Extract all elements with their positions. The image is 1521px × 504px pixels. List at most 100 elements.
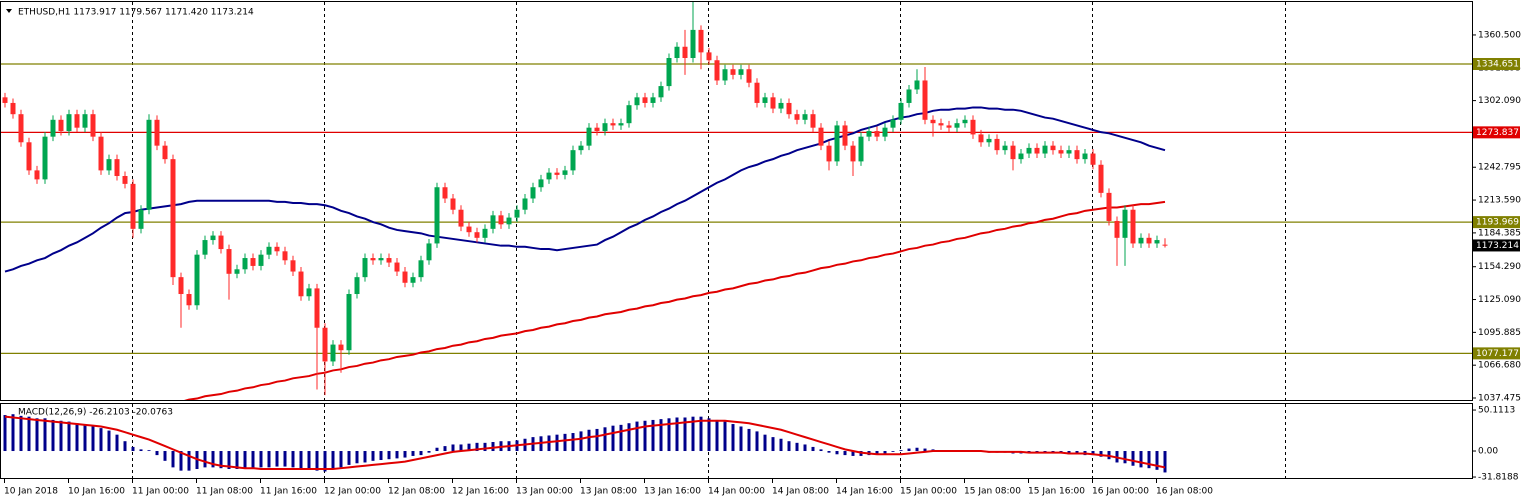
x-tick-label: 11 Jan 16:00 [260, 487, 317, 497]
macd-plot [3, 414, 1167, 473]
candle-body [258, 254, 264, 266]
x-tick-label: 14 Jan 08:00 [772, 487, 829, 497]
candle-body [218, 235, 224, 250]
candle-body [1050, 145, 1056, 151]
candle-body [1066, 150, 1072, 154]
macd-bar [427, 451, 431, 453]
candle-body [690, 29, 696, 58]
candle-body [298, 271, 304, 297]
candle-body [90, 114, 96, 137]
macd-bar [475, 442, 479, 452]
candle-body [1138, 237, 1144, 244]
level-label: 1193.969 [1476, 218, 1519, 228]
macd-bar [347, 451, 351, 465]
candle-body [330, 344, 336, 362]
candle-body [154, 119, 160, 146]
candle-body [746, 69, 752, 83]
macd-bar [883, 451, 887, 454]
candle-body [426, 243, 432, 261]
candle-body [674, 46, 680, 58]
candle-body [514, 209, 520, 218]
macd-bar [107, 430, 111, 452]
macd-bar [1099, 451, 1103, 457]
candle-body [1130, 209, 1136, 244]
candle-body [58, 119, 64, 132]
macd-bar [1139, 451, 1143, 468]
candle-body [714, 60, 720, 81]
candle-body [1090, 153, 1096, 165]
macd-bar [1163, 451, 1167, 473]
candle-body [1146, 237, 1152, 244]
candle-body [274, 246, 280, 252]
macd-bar [275, 451, 279, 467]
candle-body [18, 114, 24, 143]
macd-bar [451, 444, 455, 452]
y-tick-label: 1184.385 [1478, 228, 1521, 238]
macd-bar [371, 451, 375, 461]
macd-y-tick-label: 50.1113 [1478, 406, 1515, 416]
candle-body [530, 187, 536, 199]
candle-body [178, 277, 184, 295]
macd-bar [187, 451, 191, 471]
candle-body [914, 80, 920, 90]
macd-bar [203, 451, 207, 468]
candle-body [810, 114, 816, 128]
macd-bar [827, 451, 831, 453]
candle-body [826, 145, 832, 162]
macd-bar [459, 444, 463, 452]
candle-body [322, 327, 328, 362]
candle-body [794, 114, 800, 120]
candle-body [730, 69, 736, 75]
x-tick-label: 13 Jan 16:00 [644, 487, 701, 497]
level-label-bg [1473, 58, 1520, 71]
candle-body [522, 198, 528, 210]
candle-body [162, 145, 168, 160]
last-price-label: 1173.214 [1476, 241, 1519, 251]
candle-body [602, 123, 608, 132]
macd-bar [219, 451, 223, 469]
macd-bar [1131, 451, 1135, 466]
candle-body [634, 97, 640, 106]
x-tick-label: 16 Jan 00:00 [1092, 487, 1149, 497]
candle-body [1074, 150, 1080, 160]
candle-body [970, 119, 976, 135]
candle-body [994, 138, 1000, 151]
macd-bar [547, 435, 551, 452]
level-label: 1077.177 [1476, 349, 1519, 359]
candle-body [1026, 147, 1032, 154]
candle-body [1154, 240, 1160, 244]
macd-bar [363, 451, 367, 463]
macd-bar [667, 418, 671, 452]
macd-bar [611, 425, 615, 452]
macd-bar [211, 451, 215, 468]
macd-bar [283, 451, 287, 467]
y-tick-label: 1066.680 [1478, 361, 1521, 371]
candle-body [626, 105, 632, 124]
last-price-bg [1473, 239, 1520, 252]
macd-bar [251, 451, 255, 469]
macd-bar [683, 417, 687, 452]
candle-body [146, 119, 152, 210]
macd-bar [435, 447, 439, 452]
candle-body [866, 131, 872, 137]
macd-bar [571, 433, 575, 452]
macd-bar [291, 451, 295, 468]
candle-body [434, 187, 440, 244]
level-label: 1273.837 [1476, 128, 1519, 138]
x-tick-label: 11 Jan 08:00 [196, 487, 253, 497]
candle-body [874, 131, 880, 137]
candle-body [834, 125, 840, 162]
candle-body [706, 52, 712, 61]
candle-body [130, 183, 136, 229]
candle-body [818, 127, 824, 146]
macd-bar [1123, 451, 1127, 464]
x-tick-label: 14 Jan 00:00 [708, 487, 765, 497]
macd-bar [307, 451, 311, 470]
y-tick-label: 1125.090 [1478, 295, 1521, 305]
macd-bar [899, 450, 903, 452]
candle-body [498, 215, 504, 225]
macd-bar [419, 451, 423, 456]
macd-bar [763, 434, 767, 452]
candle-body [170, 159, 176, 278]
macd-bar [691, 416, 695, 452]
